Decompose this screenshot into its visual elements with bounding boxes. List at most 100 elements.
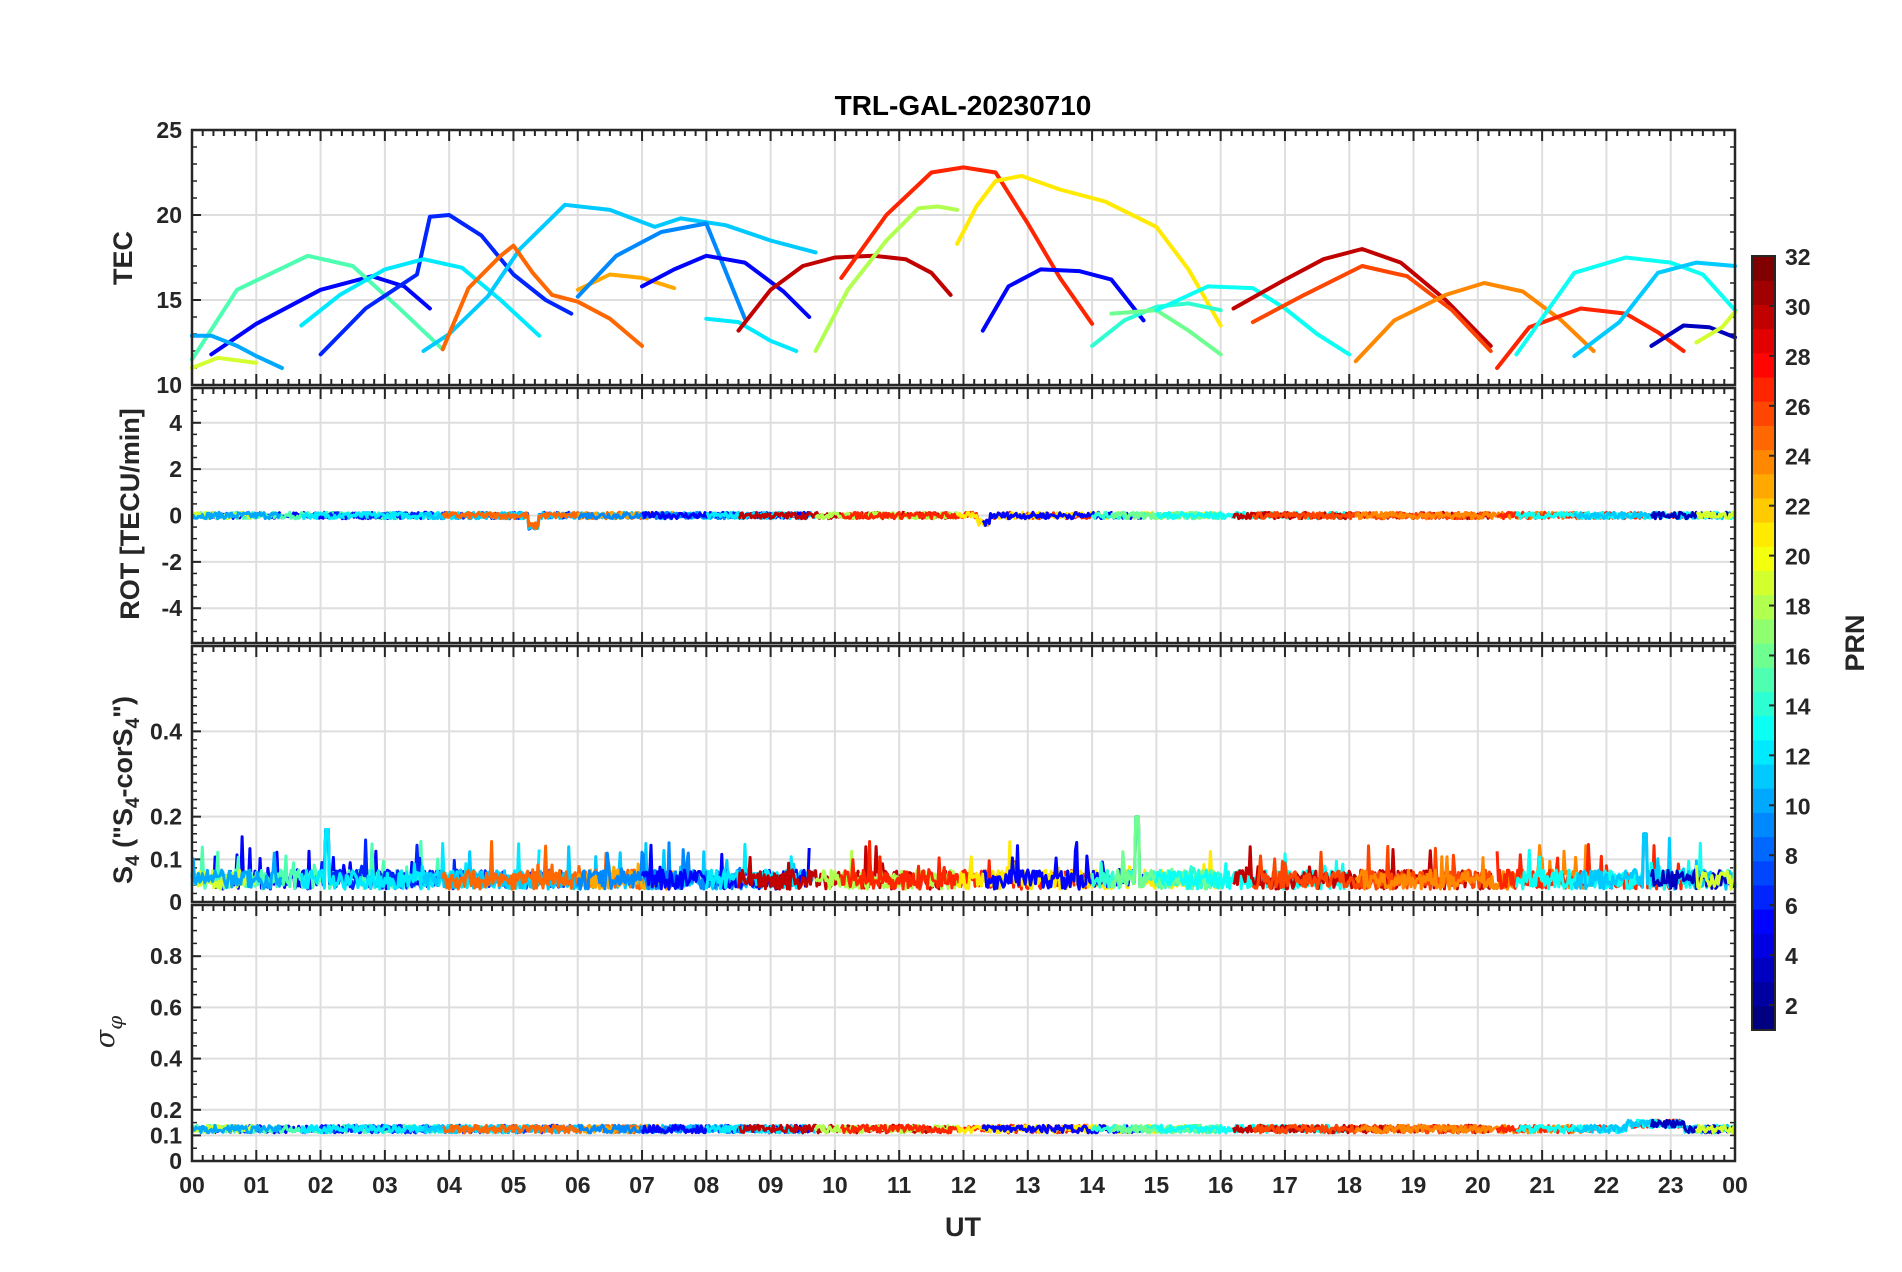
sig-series-prn-10 xyxy=(190,1124,283,1135)
tec-series-prn-19 xyxy=(190,355,259,370)
x-tick-label: 00 xyxy=(179,1172,205,1198)
colorbar-tick-label: 2 xyxy=(1785,993,1798,1019)
x-tick-label: 20 xyxy=(1465,1172,1491,1198)
colorbar-segment xyxy=(1752,425,1775,451)
rot-series-prn-10 xyxy=(191,510,282,521)
colorbar-segment xyxy=(1752,522,1775,547)
s4-axes-frame xyxy=(190,644,1737,904)
sig-ytick-label: 0.1 xyxy=(150,1122,182,1148)
colorbar-tick-label: 14 xyxy=(1785,693,1811,719)
tec-series-prn-5 xyxy=(980,267,1146,333)
colorbar-segment xyxy=(1752,788,1775,813)
x-tick-label: 07 xyxy=(629,1172,655,1198)
s4-series-prn-10 xyxy=(190,851,283,890)
colorbar-tick-label: 18 xyxy=(1785,594,1811,620)
colorbar-tick-label: 32 xyxy=(1785,244,1811,270)
colorbar-segment xyxy=(1752,715,1775,741)
x-tick-label: 06 xyxy=(565,1172,591,1198)
colorbar-segment xyxy=(1752,981,1775,1007)
colorbar-segment xyxy=(1752,957,1775,983)
tec-series-prn-3 xyxy=(1649,323,1737,348)
colorbar-tick-label: 28 xyxy=(1785,344,1811,370)
x-tick-label: 05 xyxy=(501,1172,527,1198)
colorbar-segment xyxy=(1752,570,1775,596)
colorbar-segment xyxy=(1752,401,1775,426)
tec-series-prn-14 xyxy=(1090,301,1223,348)
tec-series-prn-10 xyxy=(190,333,284,370)
colorbar-tick-label: 4 xyxy=(1785,943,1798,969)
colorbar-segment xyxy=(1752,667,1775,692)
colorbar-segment xyxy=(1752,691,1775,717)
colorbar-segment xyxy=(1752,618,1775,644)
x-tick-label: 08 xyxy=(694,1172,720,1198)
colorbar-segment xyxy=(1752,1005,1775,1031)
tec-series-prn-24 xyxy=(1353,281,1596,364)
tec-series-prn-11 xyxy=(1572,260,1737,359)
rot-ytick-label: -4 xyxy=(162,595,183,621)
colorbar-segment xyxy=(1752,497,1775,523)
s4-ytick-label: 0 xyxy=(169,889,182,915)
tec-ytick-label: 25 xyxy=(156,117,182,143)
sig-ytick-label: 0.4 xyxy=(150,1046,182,1072)
tec-series-prn-9 xyxy=(575,221,747,321)
colorbar-tick-label: 10 xyxy=(1785,793,1811,819)
s4-ytick-label: 0.4 xyxy=(150,718,182,744)
s4-panel: S4 ("S4-corS4") 00.10.20.4 xyxy=(108,644,1737,915)
colorbar-segment xyxy=(1752,884,1775,910)
x-tick-label: 13 xyxy=(1015,1172,1041,1198)
colorbar-segment xyxy=(1752,739,1775,765)
x-tick-label: 14 xyxy=(1079,1172,1105,1198)
sig-ytick-label: 0 xyxy=(169,1148,182,1174)
x-axis-ticks: 00 01 02 03 04 05 06 07 08 09 10 11 12 13 14 15 16 17 18 19… xyxy=(179,1172,1748,1198)
colorbar-segment xyxy=(1752,280,1775,305)
sig-axes-frame xyxy=(190,903,1737,1163)
tec-series-prn-12 xyxy=(299,257,542,338)
tec-series-prn-26 xyxy=(1250,264,1493,353)
colorbar-tick-label: 22 xyxy=(1785,494,1811,520)
colorbar-tick-label: 12 xyxy=(1785,743,1811,769)
colorbar-tick-label: 26 xyxy=(1785,394,1811,420)
colorbar-segment xyxy=(1752,304,1775,330)
rot-ytick-label: -2 xyxy=(162,549,182,575)
tec-ytick-label: 15 xyxy=(156,287,182,313)
tec-series-prn-12 xyxy=(704,316,799,353)
colorbar-tick-label: 16 xyxy=(1785,643,1811,669)
x-tick-label: 10 xyxy=(822,1172,848,1198)
tec-series-prn-21 xyxy=(955,173,1223,328)
colorbar-segment xyxy=(1752,328,1775,354)
x-tick-label: 02 xyxy=(308,1172,334,1198)
tec-series-prn-13 xyxy=(1514,255,1737,357)
rot-ytick-label: 4 xyxy=(169,410,182,436)
x-tick-label: 16 xyxy=(1208,1172,1234,1198)
tec-series-prn-5 xyxy=(640,253,812,319)
tec-series-prn-16 xyxy=(1109,308,1223,357)
sig-series-prn-25 xyxy=(442,1123,644,1135)
tec-series-prn-19 xyxy=(1694,309,1737,345)
colorbar-tick-label: 24 xyxy=(1785,444,1811,470)
rot-series-prn-19 xyxy=(1695,510,1737,520)
tec-ytick-label: 10 xyxy=(156,372,182,398)
colorbar-segment xyxy=(1752,836,1775,862)
x-tick-label: 04 xyxy=(436,1172,462,1198)
colorbar-tick-label: 6 xyxy=(1785,893,1798,919)
rot-ytick-label: 0 xyxy=(169,503,182,529)
colorbar-segment xyxy=(1752,546,1775,572)
tec-ylabel: TEC xyxy=(108,231,138,285)
sig-ytick-label: 0.2 xyxy=(150,1097,182,1123)
x-tick-label: 18 xyxy=(1336,1172,1362,1198)
tec-series-prn-6 xyxy=(318,213,574,357)
s4-series-prn-19 xyxy=(1694,863,1737,891)
colorbar-segment xyxy=(1752,594,1775,620)
tec-series-prn-5 xyxy=(209,274,432,357)
tec-axes-frame xyxy=(190,128,1737,387)
x-tick-label: 11 xyxy=(887,1172,912,1198)
colorbar-segment xyxy=(1752,909,1775,934)
x-tick-label: 17 xyxy=(1272,1172,1298,1198)
x-tick-label: 03 xyxy=(372,1172,398,1198)
colorbar-segment xyxy=(1752,256,1775,281)
colorbar-segment xyxy=(1752,643,1775,668)
colorbar-segment xyxy=(1752,473,1775,499)
s4-series-prn-5 xyxy=(982,815,1145,891)
